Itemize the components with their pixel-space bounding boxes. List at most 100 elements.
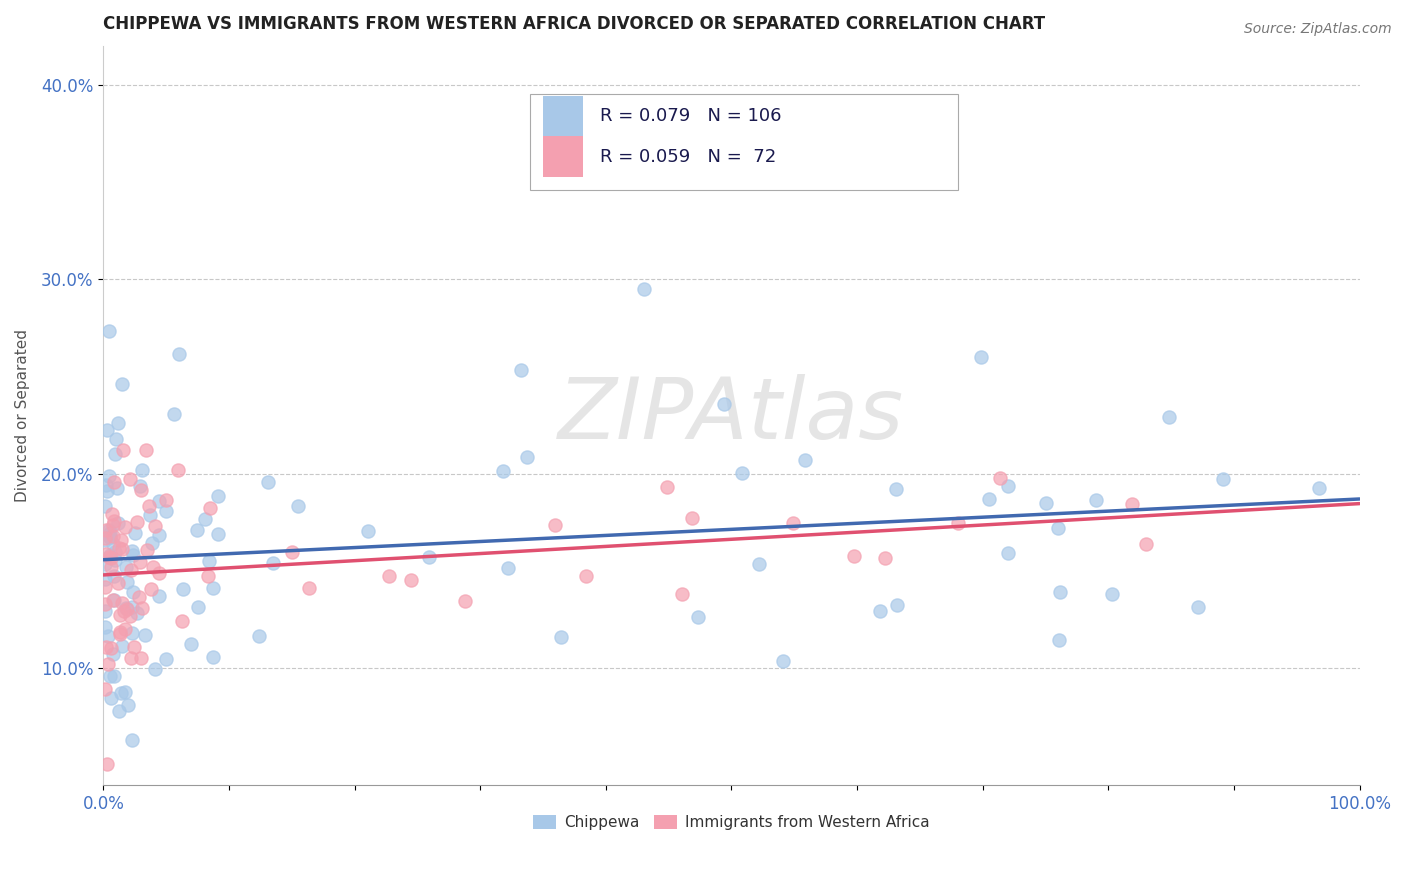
Point	[200, 501, 222, 516]
Point	[186, 523, 208, 537]
Point	[101, 508, 124, 522]
Point	[1084, 492, 1107, 507]
Point	[378, 569, 401, 583]
Point	[247, 629, 270, 643]
Point	[139, 508, 162, 523]
Point	[103, 537, 125, 551]
Point	[886, 598, 908, 612]
Point	[103, 518, 125, 533]
Point	[107, 516, 129, 530]
Point	[686, 610, 709, 624]
Point	[114, 684, 136, 698]
Point	[94, 604, 117, 618]
Point	[842, 549, 865, 564]
Point	[128, 479, 150, 493]
Point	[575, 569, 598, 583]
Point	[163, 407, 186, 421]
Point	[125, 515, 148, 529]
Point	[111, 596, 134, 610]
Point	[454, 594, 477, 608]
Point	[257, 475, 280, 490]
Point	[127, 606, 149, 620]
Point	[114, 622, 136, 636]
Point	[131, 462, 153, 476]
Point	[869, 605, 891, 619]
Point	[148, 566, 170, 580]
Point	[111, 377, 134, 392]
Point	[496, 561, 519, 575]
Point	[94, 533, 117, 547]
Point	[1135, 537, 1157, 551]
Point	[98, 324, 121, 338]
Point	[100, 690, 122, 705]
Point	[1121, 497, 1143, 511]
Point	[143, 662, 166, 676]
Point	[1035, 496, 1057, 510]
Point	[98, 526, 121, 541]
Point	[794, 453, 817, 467]
Point	[115, 602, 138, 616]
Point	[148, 528, 170, 542]
Point	[96, 547, 118, 561]
Point	[1159, 409, 1181, 424]
Point	[124, 525, 146, 540]
Point	[96, 483, 118, 498]
Point	[180, 637, 202, 651]
Point	[977, 492, 1000, 507]
Point	[110, 639, 132, 653]
Point	[155, 504, 177, 518]
Point	[492, 464, 515, 478]
Point	[1212, 472, 1234, 486]
Point	[139, 582, 162, 596]
Point	[1049, 585, 1071, 599]
Point	[131, 601, 153, 615]
Point	[142, 560, 165, 574]
Point	[107, 576, 129, 591]
Point	[671, 587, 693, 601]
Point	[115, 600, 138, 615]
Bar	[543, 95, 583, 136]
Point	[107, 704, 129, 718]
Point	[94, 640, 117, 654]
Point	[94, 572, 117, 586]
Point	[202, 649, 225, 664]
Point	[97, 549, 120, 564]
Point	[100, 641, 122, 656]
Point	[731, 466, 754, 480]
Point	[167, 463, 190, 477]
Legend: Chippewa, Immigrants from Western Africa: Chippewa, Immigrants from Western Africa	[527, 809, 936, 837]
Point	[207, 489, 229, 503]
Text: CHIPPEWA VS IMMIGRANTS FROM WESTERN AFRICA DIVORCED OR SEPARATED CORRELATION CHA: CHIPPEWA VS IMMIGRANTS FROM WESTERN AFRI…	[103, 15, 1046, 33]
Point	[148, 494, 170, 508]
Point	[655, 480, 678, 494]
Point	[107, 416, 129, 430]
Point	[121, 732, 143, 747]
Text: ZIPAtlas: ZIPAtlas	[558, 374, 904, 457]
Point	[98, 548, 121, 562]
Point	[100, 560, 122, 574]
Point	[93, 580, 115, 594]
Point	[97, 629, 120, 643]
Point	[129, 483, 152, 497]
Point	[202, 581, 225, 595]
Point	[103, 514, 125, 528]
Point	[970, 350, 993, 364]
Point	[121, 544, 143, 558]
Point	[94, 531, 117, 545]
Point	[997, 546, 1019, 560]
FancyBboxPatch shape	[530, 94, 957, 190]
Point	[121, 626, 143, 640]
Point	[134, 628, 156, 642]
Point	[114, 520, 136, 534]
Point	[172, 615, 194, 629]
Point	[875, 551, 897, 566]
Point	[129, 651, 152, 665]
Y-axis label: Divorced or Separated: Divorced or Separated	[15, 329, 30, 502]
Point	[104, 447, 127, 461]
Point	[93, 597, 115, 611]
Point	[155, 492, 177, 507]
Point	[138, 499, 160, 513]
Point	[103, 593, 125, 607]
Point	[96, 478, 118, 492]
Point	[120, 608, 142, 623]
